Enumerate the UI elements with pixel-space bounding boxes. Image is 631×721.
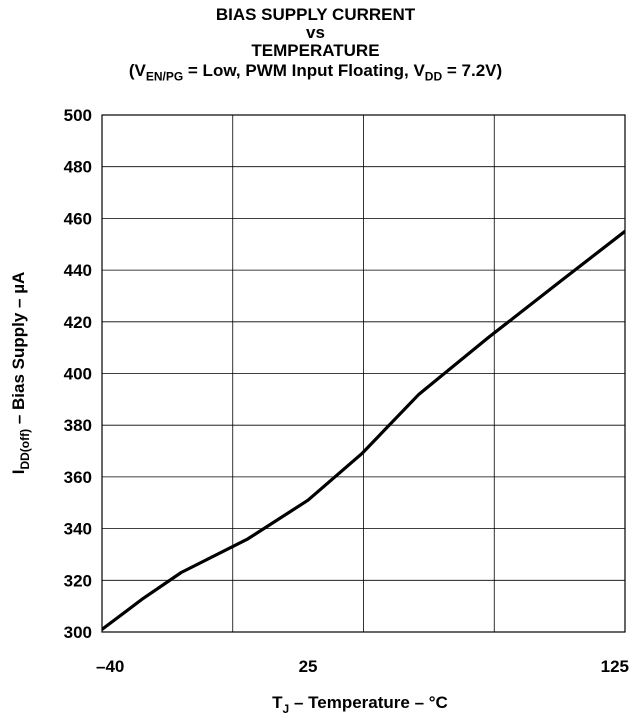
y-tick-label: 480 bbox=[64, 158, 92, 177]
series-line-0 bbox=[102, 229, 625, 632]
y-tick-label: 380 bbox=[64, 416, 92, 435]
series-layer bbox=[102, 229, 625, 632]
x-tick-labels: –40 25 125 bbox=[96, 657, 629, 676]
y-tick-labels: 300 320 340 360 380 400 420 440 460 480 500 bbox=[64, 106, 92, 642]
condition-open: (V bbox=[128, 61, 146, 80]
condition-close: = 7.2V) bbox=[442, 61, 503, 80]
x-tick-label: –40 bbox=[96, 657, 124, 676]
y-tick-label: 320 bbox=[64, 571, 92, 590]
chart-condition: (VEN/PG = Low, PWM Input Floating, VDD =… bbox=[0, 62, 631, 85]
chart-title-line-1: BIAS SUPPLY CURRENT bbox=[215, 5, 416, 24]
y-tick-label: 420 bbox=[64, 313, 92, 332]
y-tick-label: 360 bbox=[64, 468, 92, 487]
chart-title-line-3: TEMPERATURE bbox=[251, 41, 380, 60]
x-tick-label: 25 bbox=[299, 657, 318, 676]
x-axis-title: TJ – Temperature – °C bbox=[272, 693, 448, 716]
condition-mid: = Low, PWM Input Floating, V bbox=[183, 61, 425, 80]
chart-title-line-2: vs bbox=[306, 23, 325, 42]
y-tick-label: 340 bbox=[64, 520, 92, 539]
y-tick-label: 440 bbox=[64, 261, 92, 280]
x-tick-label: 125 bbox=[601, 657, 629, 676]
plot-frame bbox=[101, 114, 626, 633]
y-tick-label: 400 bbox=[64, 365, 92, 384]
y-tick-label: 460 bbox=[64, 209, 92, 228]
y-tick-label: 500 bbox=[64, 106, 92, 125]
condition-sub-en-pg: EN/PG bbox=[145, 69, 184, 84]
grid-layer bbox=[101, 114, 626, 633]
y-tick-label: 300 bbox=[64, 623, 92, 642]
y-axis-title: IDD(off) – Bias Supply – µA bbox=[9, 272, 32, 475]
condition-sub-dd: DD bbox=[424, 69, 443, 84]
